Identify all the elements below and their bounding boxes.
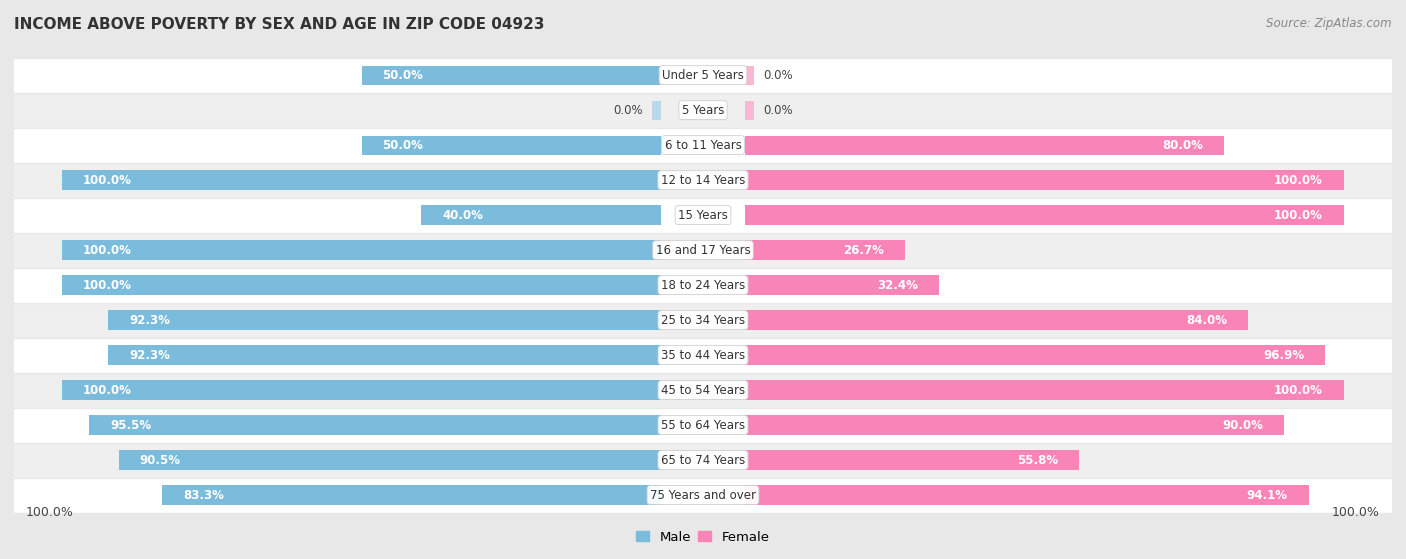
Bar (745, 240, 905, 260)
Bar (361, 65, 661, 85)
Bar (745, 451, 1080, 470)
Text: 100.0%: 100.0% (1274, 209, 1323, 221)
Bar (14, 302, 1392, 338)
Bar (652, 101, 661, 120)
Text: 100.0%: 100.0% (1274, 174, 1323, 187)
Text: 0.0%: 0.0% (763, 69, 793, 82)
Text: 100.0%: 100.0% (1331, 506, 1379, 519)
Bar (745, 101, 754, 120)
Text: 100.0%: 100.0% (27, 506, 75, 519)
Text: 75 Years and over: 75 Years and over (650, 489, 756, 501)
Text: 100.0%: 100.0% (83, 244, 132, 257)
Text: 26.7%: 26.7% (844, 244, 884, 257)
Bar (745, 65, 754, 85)
Bar (745, 485, 1309, 505)
Text: 80.0%: 80.0% (1163, 139, 1204, 151)
Text: 90.0%: 90.0% (1222, 419, 1263, 432)
Bar (14, 163, 1392, 198)
Text: 90.5%: 90.5% (139, 453, 181, 467)
Text: 50.0%: 50.0% (382, 139, 423, 151)
Bar (120, 451, 661, 470)
Bar (745, 276, 939, 295)
Bar (361, 135, 661, 155)
Bar (14, 477, 1392, 513)
Text: 35 to 44 Years: 35 to 44 Years (661, 349, 745, 362)
Text: 83.3%: 83.3% (183, 489, 224, 501)
Bar (89, 415, 661, 435)
Text: 18 to 24 Years: 18 to 24 Years (661, 278, 745, 292)
Text: 25 to 34 Years: 25 to 34 Years (661, 314, 745, 326)
Text: INCOME ABOVE POVERTY BY SEX AND AGE IN ZIP CODE 04923: INCOME ABOVE POVERTY BY SEX AND AGE IN Z… (14, 17, 544, 32)
Bar (422, 206, 661, 225)
Bar (14, 338, 1392, 372)
Text: 16 and 17 Years: 16 and 17 Years (655, 244, 751, 257)
Text: 40.0%: 40.0% (443, 209, 484, 221)
Bar (745, 206, 1344, 225)
Bar (745, 135, 1225, 155)
Bar (14, 93, 1392, 127)
Bar (108, 310, 661, 330)
Text: 0.0%: 0.0% (613, 103, 643, 117)
Bar (62, 381, 661, 400)
Bar (62, 170, 661, 190)
Text: Under 5 Years: Under 5 Years (662, 69, 744, 82)
Bar (745, 345, 1326, 364)
Text: 84.0%: 84.0% (1187, 314, 1227, 326)
Text: 92.3%: 92.3% (129, 314, 170, 326)
Text: 50.0%: 50.0% (382, 69, 423, 82)
Bar (745, 381, 1344, 400)
Bar (14, 268, 1392, 302)
Bar (745, 310, 1249, 330)
Text: 100.0%: 100.0% (1274, 383, 1323, 396)
Bar (162, 485, 661, 505)
Text: 95.5%: 95.5% (110, 419, 150, 432)
Text: 5 Years: 5 Years (682, 103, 724, 117)
Bar (745, 170, 1344, 190)
Bar (14, 372, 1392, 408)
Bar (745, 415, 1284, 435)
Bar (108, 345, 661, 364)
Text: 100.0%: 100.0% (83, 383, 132, 396)
Text: 6 to 11 Years: 6 to 11 Years (665, 139, 741, 151)
Bar (62, 276, 661, 295)
Text: 65 to 74 Years: 65 to 74 Years (661, 453, 745, 467)
Bar (62, 240, 661, 260)
Text: 55 to 64 Years: 55 to 64 Years (661, 419, 745, 432)
Text: 15 Years: 15 Years (678, 209, 728, 221)
Bar (14, 443, 1392, 477)
Text: 100.0%: 100.0% (83, 278, 132, 292)
Legend: Male, Female: Male, Female (631, 525, 775, 549)
Text: 92.3%: 92.3% (129, 349, 170, 362)
Bar (14, 408, 1392, 443)
Text: 12 to 14 Years: 12 to 14 Years (661, 174, 745, 187)
Text: 100.0%: 100.0% (83, 174, 132, 187)
Text: Source: ZipAtlas.com: Source: ZipAtlas.com (1267, 17, 1392, 30)
Bar (14, 198, 1392, 233)
Text: 0.0%: 0.0% (763, 103, 793, 117)
Bar (14, 233, 1392, 268)
Text: 55.8%: 55.8% (1017, 453, 1059, 467)
Bar (14, 58, 1392, 93)
Text: 94.1%: 94.1% (1247, 489, 1288, 501)
Bar (14, 127, 1392, 163)
Text: 32.4%: 32.4% (877, 278, 918, 292)
Text: 45 to 54 Years: 45 to 54 Years (661, 383, 745, 396)
Text: 96.9%: 96.9% (1264, 349, 1305, 362)
